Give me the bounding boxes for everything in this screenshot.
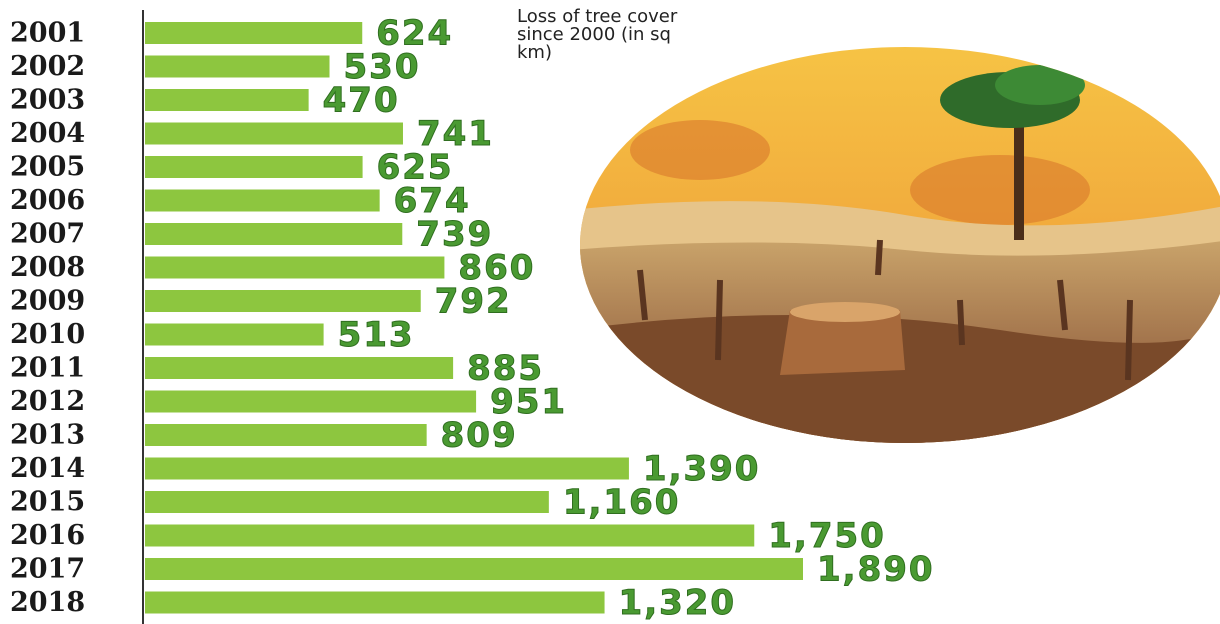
y-tick-label: 2018 — [10, 587, 85, 618]
bar — [145, 223, 402, 245]
bar — [145, 257, 444, 279]
bar — [145, 89, 309, 111]
y-tick-label: 2009 — [10, 286, 85, 317]
y-tick-label: 2015 — [10, 487, 85, 518]
bar — [145, 22, 362, 44]
chart: 2001624200253020034702004741200562520066… — [0, 0, 1220, 624]
y-tick-label: 2004 — [10, 118, 85, 149]
y-tick-label: 2012 — [10, 386, 85, 417]
y-tick-label: 2017 — [10, 554, 85, 585]
bar — [145, 458, 629, 480]
y-tick-label: 2011 — [10, 353, 85, 384]
value-label: 1,890 — [817, 550, 935, 590]
bar — [145, 123, 403, 145]
bar — [145, 290, 421, 312]
y-tick-label: 2016 — [10, 520, 85, 551]
bar — [145, 558, 803, 580]
y-tick-label: 2014 — [10, 453, 85, 484]
bar — [145, 357, 453, 379]
y-tick-label: 2006 — [10, 185, 85, 216]
bar — [145, 190, 380, 212]
y-tick-label: 2002 — [10, 51, 85, 82]
y-tick-label: 2001 — [10, 18, 85, 49]
page: {"chart_data": {"type": "bar", "orientat… — [0, 0, 1220, 624]
value-label: 809 — [441, 416, 518, 456]
y-tick-label: 2010 — [10, 319, 85, 350]
y-tick-label: 2008 — [10, 252, 85, 283]
bar — [145, 424, 427, 446]
value-label: 1,320 — [619, 583, 737, 623]
bar — [145, 592, 605, 614]
bar — [145, 324, 324, 346]
bar — [145, 391, 476, 413]
y-tick-label: 2007 — [10, 219, 85, 250]
bar — [145, 525, 754, 547]
y-tick-label: 2005 — [10, 152, 85, 183]
chart-title: Loss of tree cover since 2000 (in sq km) — [517, 8, 692, 62]
bar — [145, 491, 549, 513]
value-label: 470 — [323, 81, 400, 121]
value-label: 513 — [338, 315, 415, 355]
bar — [145, 56, 330, 78]
y-tick-label: 2003 — [10, 85, 85, 116]
y-tick-label: 2013 — [10, 420, 85, 451]
bar — [145, 156, 363, 178]
value-label: 1,160 — [563, 483, 681, 523]
illustration — [570, 40, 1220, 460]
value-label: 792 — [435, 282, 512, 322]
